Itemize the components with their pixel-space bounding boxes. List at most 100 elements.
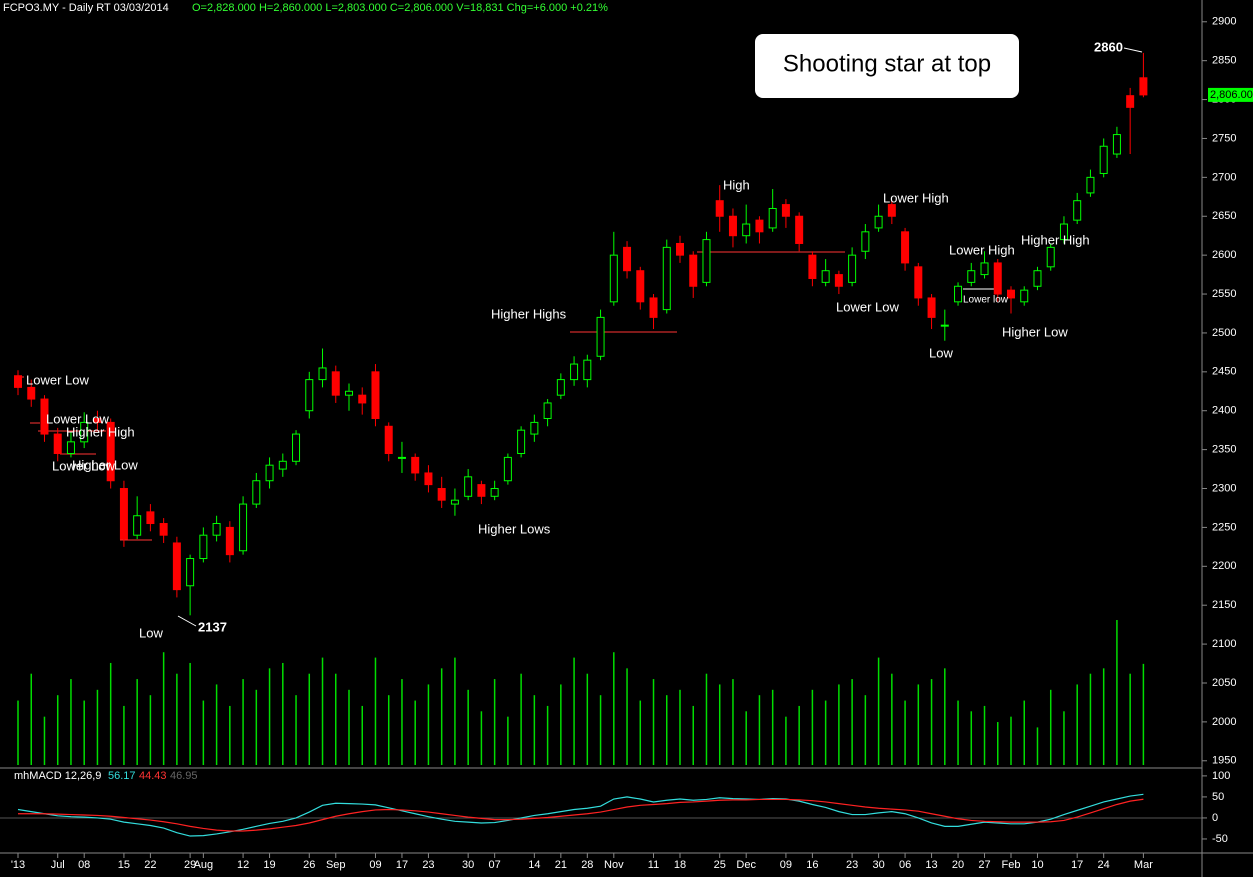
candle-body: [1033, 270, 1042, 287]
last-price-tag: [1208, 87, 1253, 102]
candle-body: [1046, 246, 1055, 268]
x-tick-label: Nov: [604, 859, 624, 871]
candle-body: [927, 297, 936, 318]
candle-body: [662, 246, 671, 311]
annotation: Higher High: [1021, 232, 1090, 247]
candle-body: [133, 515, 142, 536]
candle-body: [66, 441, 75, 455]
x-tick-label: 06: [899, 859, 911, 871]
macd-line: [17, 793, 1144, 837]
candle-body: [186, 558, 195, 587]
y-tick-label: 2350: [1212, 444, 1236, 456]
candle-body: [887, 204, 896, 217]
y-tick-label: 2750: [1212, 132, 1236, 144]
candle-body: [358, 394, 367, 404]
y-tick-label: 2550: [1212, 288, 1236, 300]
candle-body: [808, 254, 817, 279]
candle-body: [914, 266, 923, 299]
candle-body: [159, 523, 168, 536]
x-tick-label: 28: [581, 859, 593, 871]
x-tick-label: 27: [978, 859, 990, 871]
candle-body: [27, 386, 36, 400]
candle-body: [583, 359, 592, 381]
header-symbol: FCPO3.MY - Daily RT 03/03/2014: [3, 2, 169, 14]
candle-body: [755, 219, 764, 233]
candle-body: [702, 239, 711, 283]
x-tick-label: 21: [555, 859, 567, 871]
candle-body: [1099, 145, 1108, 174]
candle-body: [14, 375, 22, 388]
x-tick-label: Sep: [326, 859, 346, 871]
x-tick-label: 17: [1071, 859, 1083, 871]
macd-tick-label: -50: [1212, 833, 1228, 845]
candle-body: [292, 433, 301, 462]
y-tick-label: 2200: [1212, 560, 1236, 572]
macd-tick-label: 100: [1212, 770, 1230, 782]
annotations: Lower Low Lower Low Higher High Lower Lo…: [26, 34, 1123, 640]
candle-body: [742, 223, 751, 237]
candle-body: [543, 402, 552, 420]
y-tick-label: 2100: [1212, 638, 1236, 650]
x-tick-label: 07: [489, 859, 501, 871]
candle-body: [980, 262, 989, 276]
candle-body: [728, 215, 737, 237]
candle-body: [795, 215, 804, 244]
x-tick-label: 11: [648, 859, 659, 871]
annotation: High: [723, 177, 750, 192]
annotation: Lower Low: [26, 372, 89, 387]
candle-body: [1020, 289, 1029, 303]
candle-body: [676, 242, 684, 256]
candle-body: [689, 254, 698, 287]
candle-body: [768, 207, 777, 229]
x-tick-label: 30: [872, 859, 884, 871]
last-price-label: 2,806.00: [1210, 89, 1253, 101]
candle-body: [252, 480, 261, 505]
x-tick-label: 09: [369, 859, 381, 871]
candle-body: [345, 390, 353, 396]
candle-body: [477, 484, 486, 497]
macd-line: [18, 798, 1144, 832]
y-tick-label: 2450: [1212, 366, 1236, 378]
candle-body: [649, 297, 658, 318]
annotation: Lower High: [883, 190, 949, 205]
pointer-line: [1123, 47, 1143, 53]
candle-body: [331, 371, 340, 396]
candle-body: [437, 488, 446, 501]
x-tick-label: 15: [118, 859, 130, 871]
annotation: Lower Low: [836, 299, 899, 314]
candle-body: [596, 316, 605, 357]
candle-body: [503, 456, 512, 482]
candle-body: [278, 460, 287, 470]
annotation: Higher Lows: [478, 521, 551, 536]
candle-body: [517, 429, 526, 455]
candle-body: [371, 371, 380, 420]
y-tick-label: 2500: [1212, 327, 1236, 339]
y-tick-label: 2000: [1212, 716, 1236, 728]
candle-body: [967, 270, 976, 283]
annotation: Lower Low: [52, 458, 115, 473]
macd-readouts: 56.17 44.43 46.95: [108, 770, 198, 782]
x-tick-label: 17: [396, 859, 408, 871]
x-tick-label: 08: [78, 859, 90, 871]
macd-title: mhMACD 12,26,9: [14, 770, 101, 782]
axes: 1950200020502100215022002250230023502400…: [11, 16, 1253, 871]
annotation: Lower low: [963, 295, 1009, 306]
candle-body: [464, 476, 473, 497]
candle-body: [199, 534, 208, 560]
y-tick-label: 2050: [1212, 677, 1236, 689]
annotation: Low: [929, 345, 953, 360]
candle-body: [530, 421, 539, 435]
candle-body: [384, 425, 393, 455]
candle-body: [940, 324, 949, 327]
y-tick-label: 2300: [1212, 482, 1236, 494]
candle-body: [1139, 77, 1148, 96]
x-tick-label: 23: [422, 859, 434, 871]
x-tick-label: 24: [1098, 859, 1110, 871]
candle-body: [212, 523, 221, 536]
x-tick-label: 13: [925, 859, 937, 871]
annotation: Low: [139, 625, 163, 640]
candle-body: [623, 246, 632, 272]
candle-body: [265, 464, 274, 482]
x-tick-label: 19: [263, 859, 275, 871]
